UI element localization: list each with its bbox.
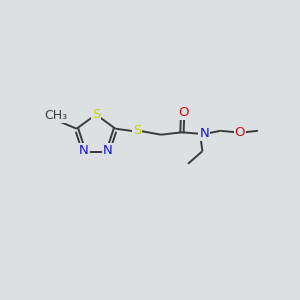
Text: N: N [199, 127, 209, 140]
Text: CH₃: CH₃ [45, 109, 68, 122]
Text: O: O [178, 106, 188, 119]
Text: O: O [235, 126, 245, 139]
Text: N: N [103, 144, 113, 157]
Text: S: S [133, 124, 141, 137]
Text: N: N [79, 144, 89, 157]
Text: S: S [92, 108, 100, 121]
